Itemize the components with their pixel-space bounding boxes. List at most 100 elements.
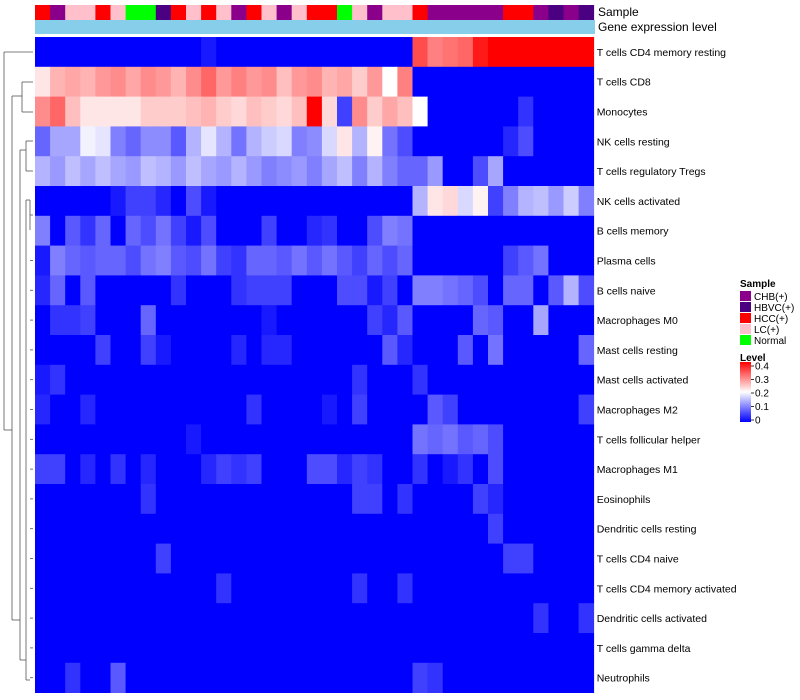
heatmap-cell — [80, 513, 96, 544]
heatmap-cell — [140, 37, 157, 68]
legend-level-tick-label: 0.3 — [755, 375, 769, 386]
row-label: Macrophages M2 — [597, 405, 678, 417]
heatmap-cell — [95, 603, 111, 634]
heatmap-cell — [457, 394, 474, 425]
heatmap-cell — [518, 364, 534, 395]
heatmap-cell — [367, 424, 383, 455]
heatmap-cell — [548, 662, 564, 693]
heatmap-cell — [50, 662, 66, 693]
heatmap-cell — [427, 513, 444, 544]
heatmap-cell — [548, 513, 564, 544]
heatmap-cell — [427, 186, 444, 217]
heatmap-cell — [186, 305, 202, 336]
heatmap-cell — [80, 484, 96, 515]
heatmap-cell — [457, 215, 474, 246]
heatmap-cell — [563, 394, 579, 425]
heatmap-cell — [276, 394, 293, 425]
heatmap-cell — [412, 96, 428, 127]
heatmap-cell — [125, 126, 142, 157]
heatmap-cell — [140, 633, 157, 664]
heatmap-cell — [548, 543, 564, 574]
heatmap-cell — [457, 633, 474, 664]
heatmap-cell — [367, 186, 383, 217]
heatmap-cell — [140, 186, 157, 217]
heatmap-cell — [246, 603, 262, 634]
heatmap-cell — [321, 424, 338, 455]
heatmap-cell — [291, 66, 308, 97]
heatmap-cell — [80, 96, 96, 127]
heatmap-cell — [533, 484, 549, 515]
row-label: T cells gamma delta — [597, 643, 691, 655]
heatmap-cell — [427, 305, 444, 336]
heatmap-cell — [457, 603, 474, 634]
heatmap-cell — [563, 305, 579, 336]
heatmap-cell — [397, 96, 413, 127]
heatmap-cell — [412, 335, 428, 366]
heatmap-cell — [246, 484, 262, 515]
heatmap-cell — [276, 275, 293, 306]
heatmap-cell — [186, 662, 202, 693]
heatmap-cell — [246, 186, 262, 217]
heatmap-cell — [306, 633, 323, 664]
heatmap-cell — [95, 573, 111, 604]
heatmap-cell — [95, 37, 111, 68]
heatmap-cell — [35, 37, 51, 68]
heatmap-cell — [548, 215, 564, 246]
heatmap-cell — [186, 364, 202, 395]
sample-annotation-cell — [155, 5, 172, 20]
heatmap-cell — [548, 573, 564, 604]
heatmap-cell — [352, 424, 368, 455]
heatmap-cell — [125, 96, 142, 127]
heatmap-cell — [110, 394, 126, 425]
heatmap-cell — [35, 633, 51, 664]
legend-label: HCC(+) — [754, 314, 788, 325]
heatmap-cell — [231, 484, 247, 515]
heatmap-cell — [261, 66, 277, 97]
heatmap-cell — [306, 424, 323, 455]
sample-annotation-cell — [261, 5, 277, 20]
heatmap-cell — [367, 662, 383, 693]
heatmap-cell — [578, 96, 595, 127]
heatmap-cell — [95, 484, 111, 515]
heatmap-cell — [80, 424, 96, 455]
heatmap-cell — [321, 126, 338, 157]
legend-level-colorbar — [740, 362, 751, 422]
heatmap-cell — [80, 275, 96, 306]
heatmap-cell — [563, 484, 579, 515]
heatmap-cell — [472, 633, 489, 664]
heatmap-cell — [427, 662, 444, 693]
heatmap-cell — [472, 305, 489, 336]
heatmap-cell — [186, 394, 202, 425]
legend-label: Normal — [754, 336, 786, 347]
sample-annotation-cell — [201, 5, 217, 20]
heatmap-cell — [367, 513, 383, 544]
heatmap-cell — [276, 364, 293, 395]
heatmap-cell — [533, 245, 549, 276]
heatmap-cell — [427, 603, 444, 634]
heatmap-cell — [140, 573, 157, 604]
sample-annotation-cell — [503, 5, 519, 20]
heatmap-cell — [110, 275, 126, 306]
row-label: Neutrophils — [597, 673, 650, 685]
heatmap-cell — [518, 603, 534, 634]
heatmap-cell — [412, 513, 428, 544]
heatmap-cell — [216, 454, 232, 485]
heatmap-cell — [170, 305, 187, 336]
heatmap-cell — [397, 126, 413, 157]
heatmap-cell — [50, 215, 66, 246]
heatmap-cell — [170, 96, 187, 127]
heatmap-cell — [578, 454, 595, 485]
heatmap-cell — [291, 186, 308, 217]
heatmap-cell — [231, 96, 247, 127]
heatmap-cell — [140, 156, 157, 187]
heatmap-cell — [533, 96, 549, 127]
heatmap-cell — [472, 66, 489, 97]
heatmap-cell — [488, 454, 504, 485]
sample-annotation-cell — [50, 5, 66, 20]
heatmap-cell — [442, 394, 459, 425]
heatmap-cell — [533, 603, 549, 634]
heatmap-cell — [110, 335, 126, 366]
heatmap-cell — [35, 484, 51, 515]
heatmap-cell — [291, 513, 308, 544]
heatmap-cell — [306, 662, 323, 693]
